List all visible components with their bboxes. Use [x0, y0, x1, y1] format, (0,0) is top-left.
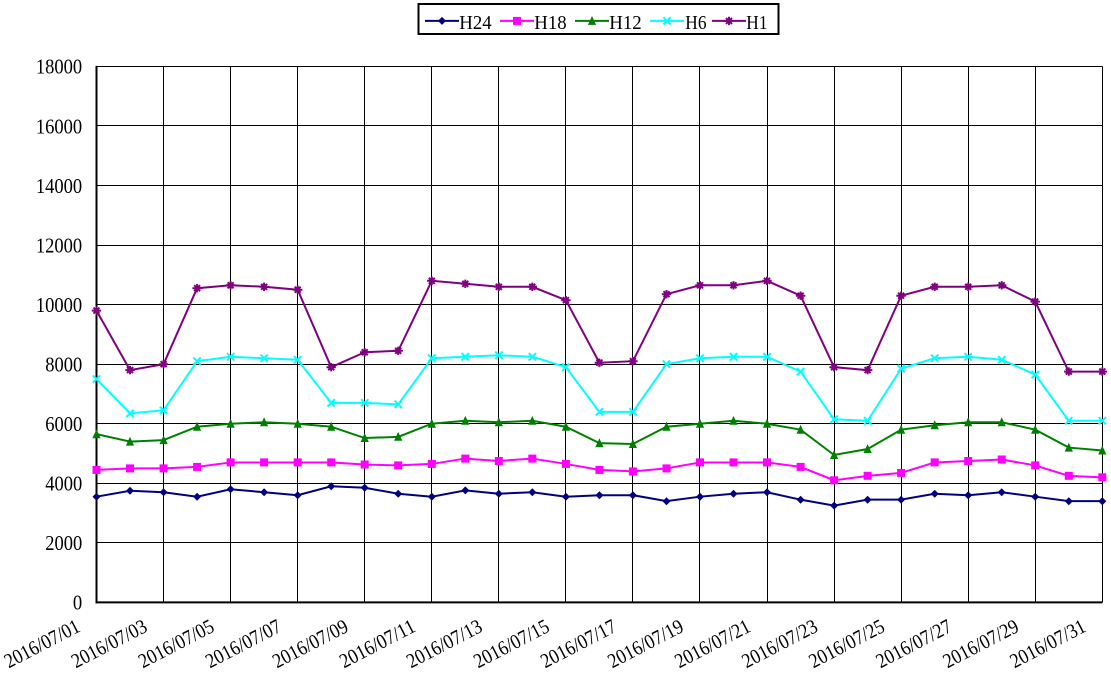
svg-text:H24: H24: [459, 12, 491, 34]
svg-text:4000: 4000: [45, 472, 82, 496]
svg-text:10000: 10000: [36, 293, 82, 317]
svg-text:16000: 16000: [36, 114, 82, 138]
svg-text:H18: H18: [534, 12, 566, 34]
svg-text:14000: 14000: [36, 174, 82, 198]
svg-text:0: 0: [73, 591, 82, 615]
svg-text:2000: 2000: [45, 531, 82, 555]
svg-text:H1: H1: [746, 12, 767, 34]
svg-text:H12: H12: [609, 12, 641, 34]
svg-text:6000: 6000: [45, 412, 82, 436]
svg-text:12000: 12000: [36, 233, 82, 257]
svg-text:H6: H6: [685, 12, 706, 34]
svg-text:8000: 8000: [45, 353, 82, 377]
svg-text:18000: 18000: [36, 55, 82, 79]
